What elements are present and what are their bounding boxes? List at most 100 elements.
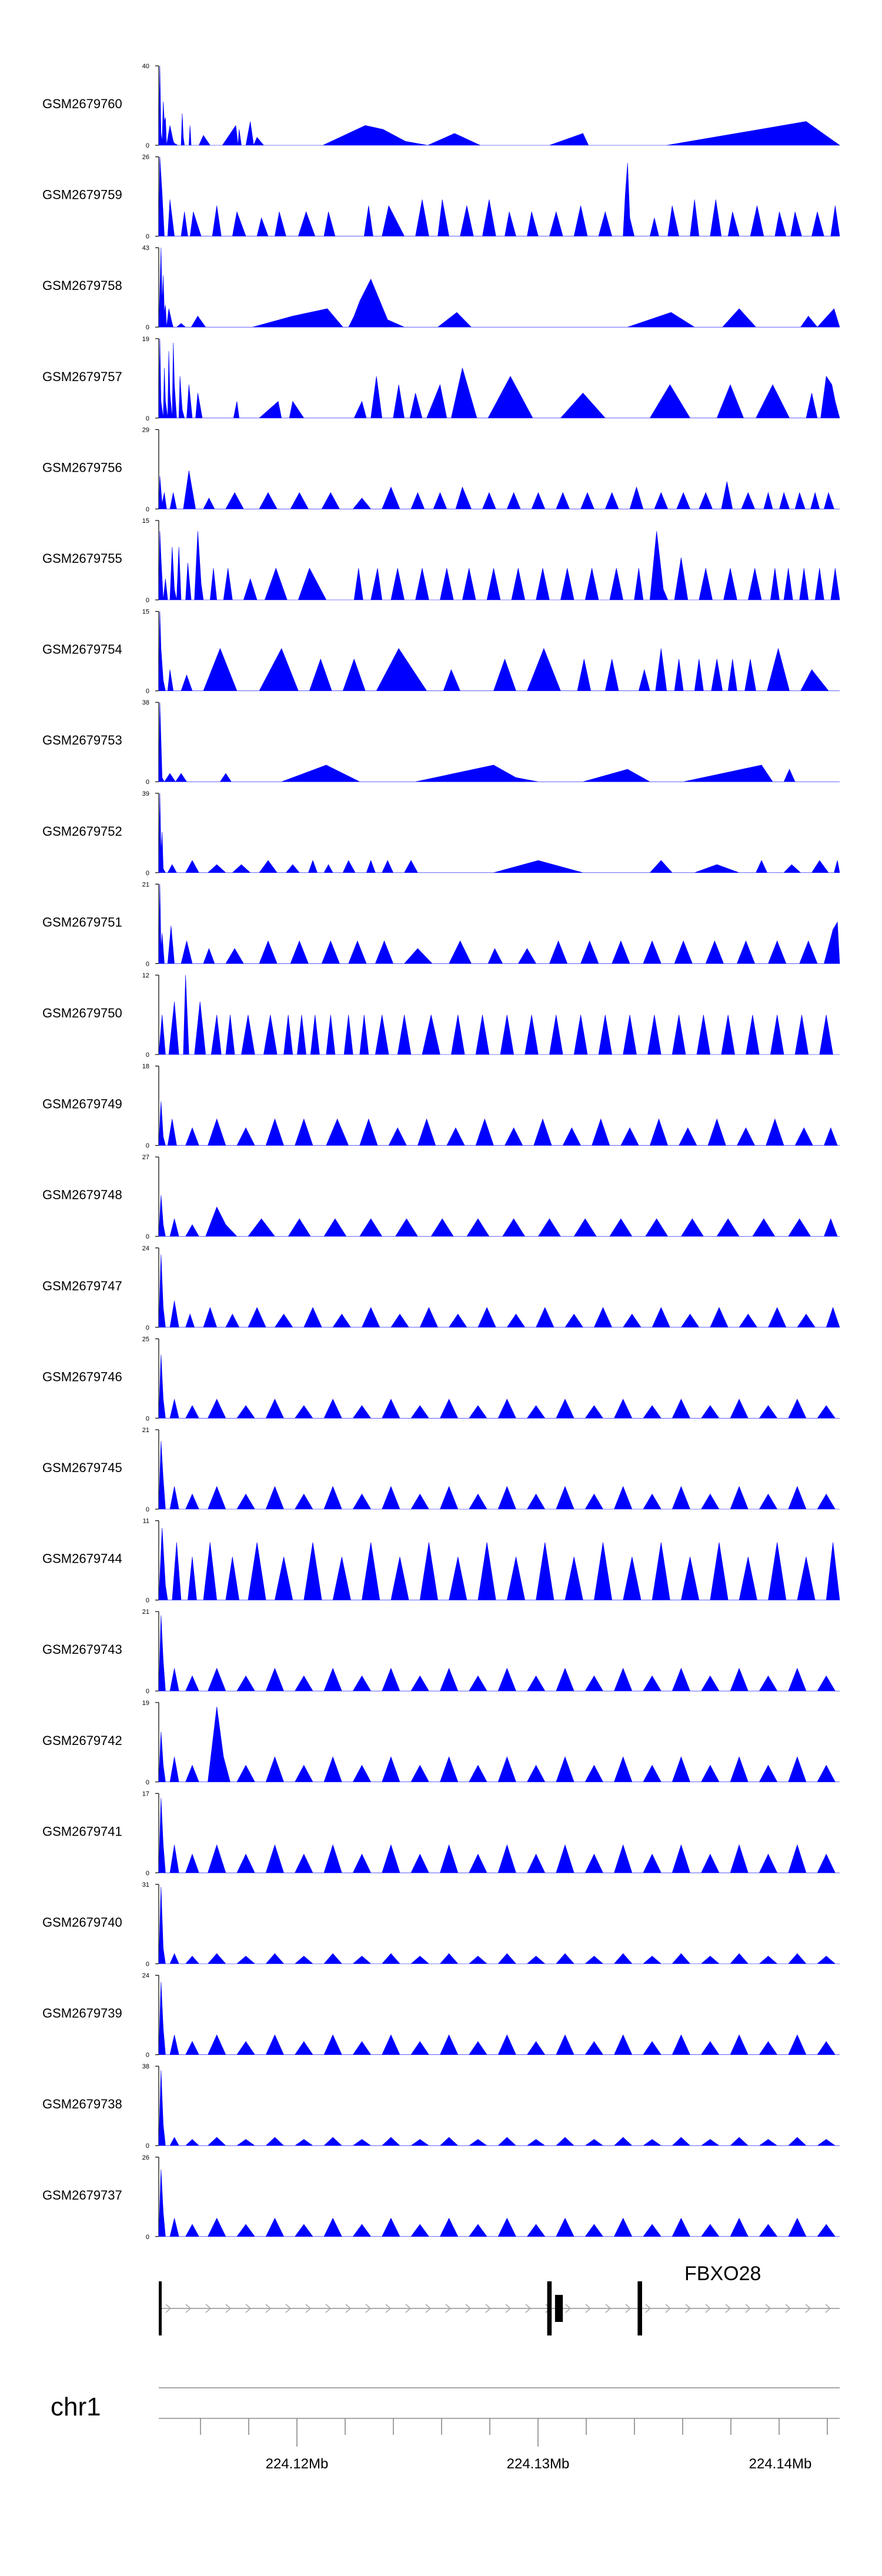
coverage-area: [158, 611, 840, 691]
y-max-label: 24: [142, 1973, 149, 1980]
coverage-area: [158, 1887, 840, 1964]
y-zero-label: 0: [146, 1870, 149, 1877]
strand-arrow: [345, 2304, 352, 2313]
coverage-area: [158, 1195, 840, 1237]
coverage-area: [158, 156, 840, 236]
track-GSM2679738: 38 0 GSM2679738: [42, 2063, 840, 2150]
track-label: GSM2679744: [42, 1551, 122, 1566]
track-label: GSM2679753: [42, 733, 122, 748]
track-label: GSM2679745: [42, 1460, 122, 1475]
track-label: GSM2679752: [42, 824, 122, 839]
y-zero-label: 0: [146, 324, 149, 331]
genome-axis: chr1 224.12Mb 224.13Mb 224.14Mb: [51, 2387, 840, 2472]
strand-arrow: [305, 2304, 312, 2313]
track-label: GSM2679739: [42, 2006, 122, 2021]
track-GSM2679760: 40 0 GSM2679760: [42, 63, 840, 149]
axis-tick-label: 224.13Mb: [507, 2456, 570, 2472]
track-GSM2679758: 43 0 GSM2679758: [42, 245, 840, 331]
y-max-label: 18: [142, 1063, 149, 1070]
track-GSM2679756: 29 0 GSM2679756: [42, 426, 840, 513]
y-zero-label: 0: [146, 1779, 149, 1786]
track-GSM2679745: 21 0 GSM2679745: [42, 1427, 840, 1513]
y-max-label: 15: [142, 518, 149, 525]
y-zero-label: 0: [146, 960, 149, 967]
coverage-area: [158, 1441, 840, 1510]
y-max-label: 17: [142, 1790, 149, 1797]
track-GSM2679743: 21 0 GSM2679743: [42, 1609, 840, 1695]
coverage-area: [158, 1101, 840, 1146]
y-zero-label: 0: [146, 870, 149, 877]
track-label: GSM2679756: [42, 460, 122, 475]
strand-arrow: [325, 2304, 332, 2313]
y-zero-label: 0: [146, 1597, 149, 1604]
track-GSM2679737: 26 0 GSM2679737: [42, 2154, 840, 2241]
track-GSM2679742: 19 0 GSM2679742: [42, 1700, 840, 1786]
track-GSM2679751: 21 0 GSM2679751: [42, 881, 840, 967]
strand-arrow: [265, 2304, 272, 2313]
y-zero-label: 0: [146, 1688, 149, 1695]
track-label: GSM2679737: [42, 2188, 122, 2203]
coverage-area: [158, 2070, 840, 2146]
track-GSM2679746: 25 0 GSM2679746: [42, 1336, 840, 1422]
strand-arrow: [165, 2304, 172, 2313]
gene-track: FBXO28: [159, 2263, 840, 2335]
track-label: GSM2679742: [42, 1733, 122, 1748]
track-GSM2679740: 31 0 GSM2679740: [42, 1881, 840, 1968]
coverage-area: [158, 2169, 840, 2237]
coverage-area: [158, 1527, 840, 1600]
y-max-label: 38: [142, 2063, 149, 2070]
strand-arrow: [365, 2304, 372, 2313]
track-GSM2679739: 24 0 GSM2679739: [42, 1973, 840, 2059]
y-max-label: 43: [142, 245, 149, 252]
y-zero-label: 0: [146, 142, 149, 149]
y-zero-label: 0: [146, 1143, 149, 1150]
strand-arrow: [185, 2304, 192, 2313]
strand-arrow: [485, 2304, 492, 2313]
strand-arrow: [645, 2304, 652, 2313]
strand-arrow: [425, 2304, 432, 2313]
axis-tick-label: 224.12Mb: [266, 2456, 329, 2472]
track-GSM2679753: 38 0 GSM2679753: [42, 699, 840, 786]
track-label: GSM2679738: [42, 2097, 122, 2111]
exon: [637, 2281, 642, 2335]
y-max-label: 39: [142, 790, 149, 798]
y-max-label: 25: [142, 1336, 149, 1343]
y-zero-label: 0: [146, 1961, 149, 1968]
track-GSM2679755: 15 0 GSM2679755: [42, 518, 840, 604]
strand-arrow: [705, 2304, 711, 2313]
strand-arrow: [525, 2304, 532, 2313]
track-label: GSM2679750: [42, 1006, 122, 1020]
track-label: GSM2679749: [42, 1097, 122, 1112]
strand-arrow: [445, 2304, 452, 2313]
track-GSM2679754: 15 0 GSM2679754: [42, 609, 840, 695]
strand-arrow: [825, 2304, 831, 2313]
strand-arrow: [765, 2304, 771, 2313]
track-label: GSM2679748: [42, 1187, 122, 1202]
track-label: GSM2679759: [42, 188, 122, 202]
strand-arrow: [685, 2304, 691, 2313]
track-GSM2679759: 26 0 GSM2679759: [42, 154, 840, 241]
strand-arrow: [205, 2304, 212, 2313]
y-max-label: 11: [143, 1518, 149, 1525]
exon: [159, 2281, 162, 2335]
track-label: GSM2679746: [42, 1369, 122, 1384]
exon: [554, 2295, 563, 2322]
strand-arrow: [245, 2304, 252, 2313]
y-max-label: 21: [142, 1427, 149, 1434]
y-zero-label: 0: [146, 1233, 149, 1240]
track-label: GSM2679760: [42, 96, 122, 111]
y-max-label: 38: [142, 699, 149, 706]
strand-arrow: [585, 2304, 592, 2313]
coverage-area: [158, 1354, 840, 1419]
y-zero-label: 0: [146, 1415, 149, 1422]
y-max-label: 15: [142, 609, 149, 616]
track-label: GSM2679754: [42, 642, 122, 657]
coverage-area: [158, 884, 840, 964]
y-zero-label: 0: [146, 2052, 149, 2059]
track-GSM2679748: 27 0 GSM2679748: [42, 1154, 840, 1240]
y-zero-label: 0: [146, 688, 149, 695]
y-max-label: 27: [142, 1154, 149, 1161]
y-max-label: 40: [142, 63, 149, 70]
strand-arrow: [665, 2304, 671, 2313]
